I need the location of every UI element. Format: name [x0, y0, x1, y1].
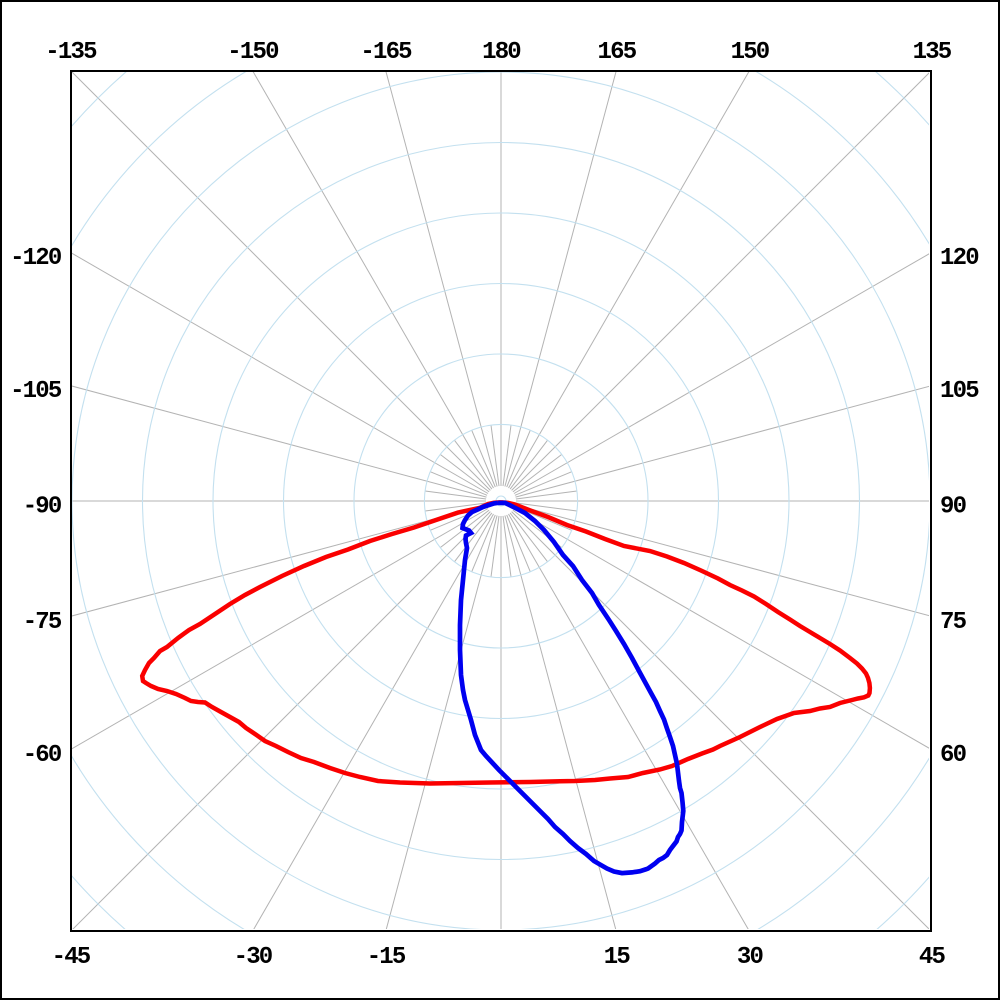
svg-text:-30: -30	[234, 944, 273, 971]
svg-text:30: 30	[737, 944, 764, 971]
svg-text:-90: -90	[23, 494, 62, 521]
svg-text:120: 120	[940, 245, 979, 272]
svg-text:-60: -60	[23, 742, 62, 769]
svg-text:-105: -105	[10, 378, 62, 405]
svg-text:60: 60	[940, 742, 967, 769]
svg-text:180: 180	[482, 39, 521, 66]
svg-text:-45: -45	[52, 944, 91, 971]
svg-text:135: 135	[913, 39, 952, 66]
svg-text:165: 165	[597, 39, 636, 66]
svg-text:45: 45	[919, 944, 946, 971]
svg-text:150: 150	[731, 39, 770, 66]
svg-text:-150: -150	[227, 39, 279, 66]
svg-text:105: 105	[940, 378, 979, 405]
svg-text:75: 75	[940, 609, 967, 636]
svg-text:-135: -135	[45, 39, 97, 66]
svg-text:15: 15	[604, 944, 631, 971]
svg-text:-15: -15	[367, 944, 406, 971]
svg-text:-75: -75	[23, 609, 62, 636]
svg-text:-120: -120	[10, 245, 62, 272]
svg-text:-165: -165	[360, 39, 412, 66]
svg-text:90: 90	[940, 494, 967, 521]
